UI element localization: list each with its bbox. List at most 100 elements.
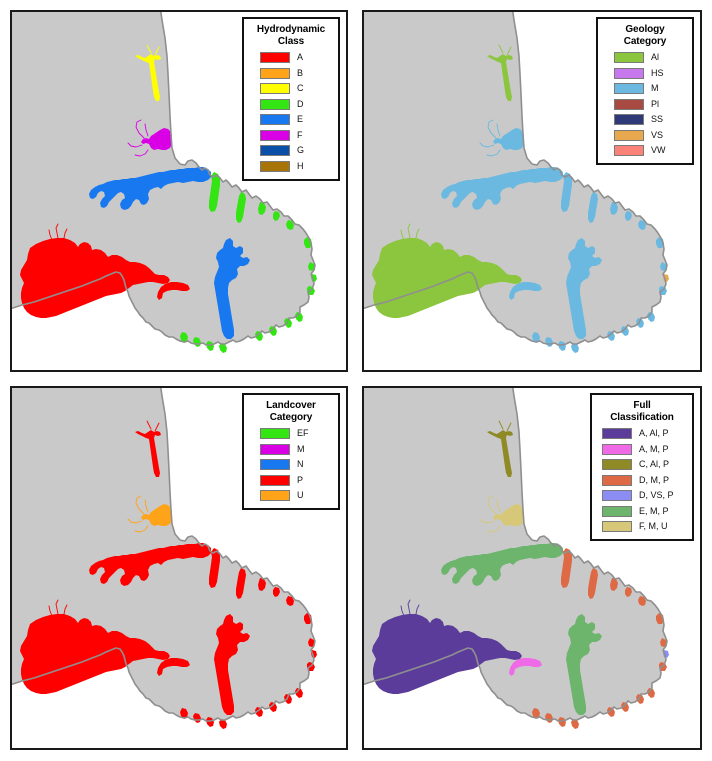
legend-swatch [260,98,290,110]
estuary-north-creek [487,430,513,477]
legend-row: E, M, P [599,505,685,518]
legend-swatch [614,145,644,156]
legend-label: F [297,129,303,140]
estuary-big-bay [372,614,522,694]
legend-swatch [602,474,632,486]
legend-row: A [251,51,331,64]
coastline [364,388,668,722]
legend-row: SS [605,113,685,126]
legend-label: D [297,98,304,109]
legend-label: P [297,474,304,485]
coastline [364,12,668,346]
estuary-mid-harbour-tributary [134,525,149,533]
estuary-south-channel [566,614,602,715]
estuary-big-bay-tributary [48,605,53,617]
legend-landcover: Landcover Category EF M N P U [242,393,340,510]
legend-row: A, Al, P [599,427,685,440]
legend-label: F, M, U [639,521,668,531]
legend-label: EF [297,428,309,438]
estuary-mid-harbour-tributary [135,495,145,515]
legend-geology: Geology Category Al HS M Pl SS VS VW [596,17,694,165]
legend-row: HS [605,67,685,80]
legend-label: HS [651,67,664,78]
legend-title-line-2: Category [623,35,667,47]
estuary-north-creek-tributary [146,44,152,54]
estuary-mid-harbour-tributary [486,525,501,533]
legend-swatch [614,98,644,110]
estuary-north-creek-tributary [146,420,152,430]
panel-landcover: Landcover Category EF M N P U [10,386,348,750]
estuary-small-inlet [509,282,542,300]
estuary-north-creek [487,54,513,101]
legend-swatch [614,83,644,94]
legend-row: M [251,443,331,456]
estuary-mid-harbour-tributary [479,518,495,524]
legend-swatch [260,83,290,94]
estuary-mid-harbour-tributary [487,495,497,515]
legend-label: VS [651,129,664,140]
estuary-mid-harbour-tributary [144,499,149,513]
estuary-upper-lagoon [441,167,563,210]
legend-row: F, M, U [599,520,685,533]
legend-title-line-1: Landcover [266,400,316,411]
estuary-north-creek-tributary [154,46,160,56]
legend-title-line-2: Class [277,35,305,47]
estuary-mid-harbour-tributary [144,123,149,137]
legend-label: H [297,160,304,171]
legend-row: D, M, P [599,474,685,487]
legend-title-line-1: Full [633,400,651,411]
legend-row: F [251,129,331,142]
legend-label: SS [651,114,664,124]
estuary-upper-lagoon [89,543,211,586]
estuary-mid-harbour-tributary [127,518,143,524]
legend-row: P [251,474,331,487]
estuary-mid-harbour-tributary [127,142,143,148]
panel-full-classification: Full Classification A, Al, P A, M, P C, Al… [362,386,702,750]
legend-swatch [260,443,290,455]
legend-row: C [251,82,331,95]
legend-label: C, Al, P [639,459,670,469]
panel-geology: Geology Category Al HS M Pl SS VS VW [362,10,702,372]
legend-row: C, Al, P [599,458,685,471]
legend-title-line-2: Classification [610,411,674,423]
estuary-upper-lagoon [89,167,211,210]
legend-swatch [260,52,290,63]
estuary-mid-harbour-tributary [496,123,501,137]
legend-row: E [251,113,331,126]
estuary-small-inlet [157,658,190,676]
estuary-small-inlet [157,282,190,300]
legend-title: Full Classification [599,400,685,423]
estuary-big-bay-tributary [55,223,59,239]
estuary-north-creek-tributary [498,420,504,430]
legend-label: C [297,83,304,93]
legend-entries: A, Al, P A, M, P C, Al, P D, M, P D, VS, P E,… [599,427,685,533]
estuary-big-bay-tributary [407,223,411,239]
legend-entries: EF M N P U [251,427,331,502]
estuary-north-creek-tributary [498,44,504,54]
estuary-big-bay-tributary [415,228,420,239]
estuary-upper-lagoon [441,543,563,586]
coastline [12,12,316,346]
estuary-mid-harbour [141,504,172,526]
legend-title: Landcover Category [251,400,331,423]
estuary-big-bay-tributary [407,599,411,615]
legend-label: D, VS, P [639,490,674,500]
legend-title: Geology Category [605,24,685,47]
estuary-big-bay-tributary [48,229,53,241]
legend-row: VS [605,129,685,142]
legend-label: D, M, P [639,474,670,485]
estuary-mid-harbour [493,128,524,150]
legend-label: G [297,145,305,155]
legend-label: Al [651,52,660,62]
coastline [12,388,316,722]
estuary-north-creek-tributary [506,46,512,56]
legend-label: M [651,83,659,93]
estuary-mid-harbour-tributary [496,499,501,513]
legend-row: N [251,458,331,471]
legend-title-line-2: Category [269,411,313,423]
legend-row: D [251,98,331,111]
estuary-mid-harbour [141,128,172,150]
legend-swatch [260,428,290,439]
